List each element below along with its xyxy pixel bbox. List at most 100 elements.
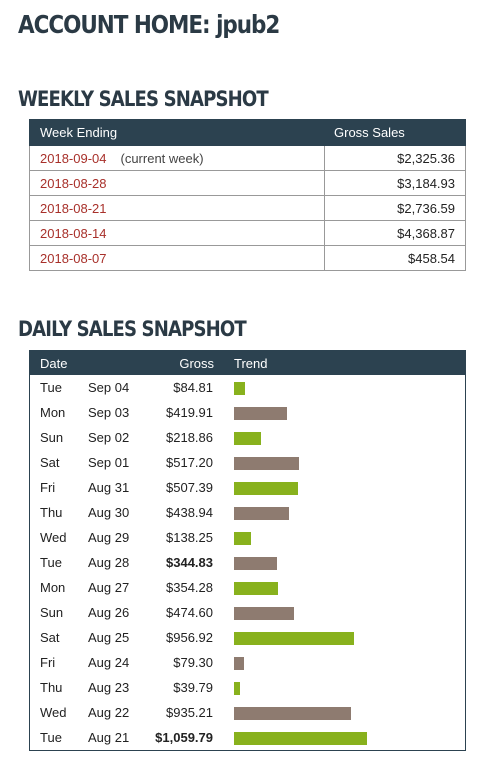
week-date-link[interactable]: 2018-08-07 (40, 250, 107, 266)
daily-gross-value: $344.83 (166, 555, 213, 570)
daily-row: Wed Aug 22 $935.21 (30, 700, 465, 725)
month-day: Sep 02 (88, 430, 130, 445)
weekly-sales-title: WEEKLY SALES SNAPSHOT (18, 87, 269, 111)
daily-gross-value: $438.94 (166, 505, 213, 520)
week-date-link[interactable]: 2018-08-14 (40, 225, 107, 241)
trend-bar (234, 482, 298, 495)
month-day: Aug 21 (88, 730, 130, 745)
date-header: Date (40, 356, 68, 371)
daily-gross-value: $79.30 (173, 655, 213, 670)
day-of-week: Fri (40, 480, 56, 495)
trend-bar (234, 607, 294, 620)
trend-bar (234, 382, 245, 395)
day-of-week: Wed (40, 705, 67, 720)
weekly-header-row: Week Ending Gross Sales (29, 119, 466, 146)
daily-row: Thu Aug 23 $39.79 (30, 675, 465, 700)
trend-bar (234, 632, 354, 645)
daily-row: Wed Aug 29 $138.25 (30, 525, 465, 550)
trend-bar (234, 457, 299, 470)
day-of-week: Tue (40, 555, 62, 570)
daily-row: Tue Aug 28 $344.83 (30, 550, 465, 575)
current-week-note: (current week) (120, 150, 204, 166)
month-day: Aug 28 (88, 555, 130, 570)
daily-gross-value: $1,059.79 (155, 730, 213, 745)
weekly-row: 2018-09-04 (current week) $2,325.36 (29, 145, 466, 171)
gross-sales-header: Gross Sales (324, 119, 466, 146)
daily-row: Fri Aug 31 $507.39 (30, 475, 465, 500)
month-day: Sep 04 (88, 380, 130, 395)
month-day: Aug 31 (88, 480, 130, 495)
week-cell: 2018-08-21 (29, 195, 325, 221)
day-of-week: Mon (40, 405, 66, 420)
day-of-week: Sun (40, 605, 64, 620)
daily-row: Sun Sep 02 $218.86 (30, 425, 465, 450)
daily-header-row: Date Gross Trend (30, 351, 465, 375)
trend-bar (234, 707, 351, 720)
daily-gross-value: $39.79 (173, 680, 213, 695)
trend-bar (234, 582, 278, 595)
daily-row: Mon Aug 27 $354.28 (30, 575, 465, 600)
weekly-sales-table: Week Ending Gross Sales 2018-09-04 (curre… (29, 119, 466, 271)
month-day: Aug 23 (88, 680, 130, 695)
day-of-week: Sun (40, 430, 64, 445)
day-of-week: Fri (40, 655, 56, 670)
daily-row: Sat Sep 01 $517.20 (30, 450, 465, 475)
daily-gross-value: $138.25 (166, 530, 213, 545)
week-cell: 2018-08-28 (29, 170, 325, 196)
week-cell: 2018-08-07 (29, 245, 325, 271)
daily-row: Tue Aug 21 $1,059.79 (30, 725, 465, 750)
week-cell: 2018-08-14 (29, 220, 325, 246)
daily-gross-value: $419.91 (166, 405, 213, 420)
trend-bar (234, 532, 251, 545)
daily-gross-value: $935.21 (166, 705, 213, 720)
day-of-week: Sat (40, 630, 60, 645)
daily-gross-value: $354.28 (166, 580, 213, 595)
day-of-week: Tue (40, 380, 62, 395)
daily-gross-value: $956.92 (166, 630, 213, 645)
month-day: Aug 26 (88, 605, 130, 620)
daily-row: Mon Sep 03 $419.91 (30, 400, 465, 425)
daily-gross-value: $84.81 (173, 380, 213, 395)
day-of-week: Wed (40, 530, 67, 545)
daily-gross-value: $474.60 (166, 605, 213, 620)
month-day: Sep 01 (88, 455, 130, 470)
trend-bar (234, 682, 240, 695)
daily-row: Fri Aug 24 $79.30 (30, 650, 465, 675)
daily-rows: Tue Sep 04 $84.81 Mon Sep 03 $419.91 Sun Sep 02… (30, 375, 465, 750)
month-day: Sep 03 (88, 405, 130, 420)
daily-sales-title: DAILY SALES SNAPSHOT (18, 317, 247, 341)
day-of-week: Thu (40, 505, 63, 520)
weekly-row: 2018-08-14 $4,368.87 (29, 220, 466, 246)
day-of-week: Sat (40, 455, 60, 470)
trend-bar (234, 657, 244, 670)
gross-header: Gross (179, 356, 214, 371)
week-ending-header: Week Ending (29, 119, 325, 146)
trend-bar (234, 732, 367, 745)
weekly-row: 2018-08-07 $458.54 (29, 245, 466, 271)
daily-row: Thu Aug 30 $438.94 (30, 500, 465, 525)
daily-gross-value: $507.39 (166, 480, 213, 495)
week-gross-cell: $2,736.59 (324, 195, 466, 221)
week-gross-cell: $4,368.87 (324, 220, 466, 246)
month-day: Aug 29 (88, 530, 130, 545)
week-gross-cell: $458.54 (324, 245, 466, 271)
day-of-week: Mon (40, 580, 66, 595)
month-day: Aug 27 (88, 580, 130, 595)
week-cell: 2018-09-04 (current week) (29, 145, 325, 171)
month-day: Aug 25 (88, 630, 130, 645)
page-title: ACCOUNT HOME: jpub2 (18, 10, 280, 39)
weekly-row: 2018-08-21 $2,736.59 (29, 195, 466, 221)
week-gross-cell: $2,325.36 (324, 145, 466, 171)
daily-row: Sat Aug 25 $956.92 (30, 625, 465, 650)
month-day: Aug 22 (88, 705, 130, 720)
week-gross-cell: $3,184.93 (324, 170, 466, 196)
trend-header: Trend (234, 356, 268, 371)
weekly-row: 2018-08-28 $3,184.93 (29, 170, 466, 196)
day-of-week: Thu (40, 680, 63, 695)
day-of-week: Tue (40, 730, 62, 745)
trend-bar (234, 432, 261, 445)
week-date-link[interactable]: 2018-08-28 (40, 175, 107, 191)
daily-gross-value: $218.86 (166, 430, 213, 445)
week-date-link[interactable]: 2018-09-04 (40, 150, 107, 166)
week-date-link[interactable]: 2018-08-21 (40, 200, 107, 216)
